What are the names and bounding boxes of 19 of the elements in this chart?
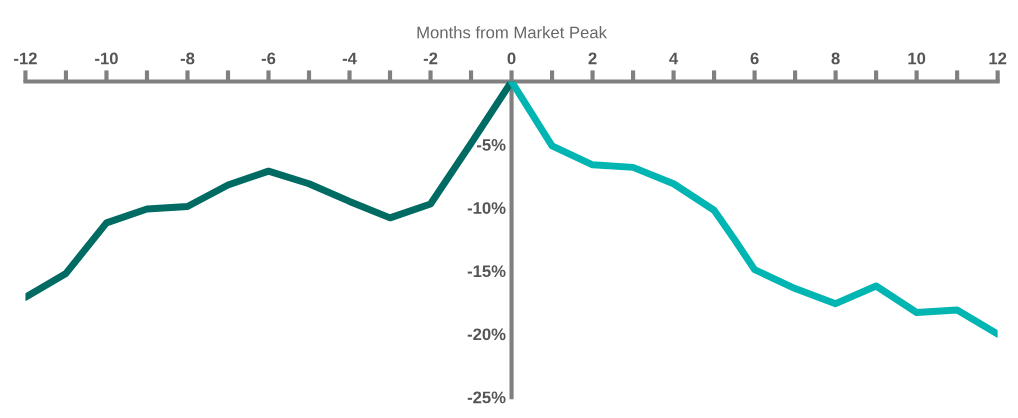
y-tick-label: -15% xyxy=(467,265,506,278)
x-tick-label: 12 xyxy=(989,52,1007,65)
x-tick-label: -2 xyxy=(423,52,438,65)
y-tick-label: -20% xyxy=(467,328,506,341)
x-tick-label: 10 xyxy=(908,52,926,65)
x-tick-label: -10 xyxy=(95,52,118,65)
x-tick-label: 6 xyxy=(750,52,759,65)
x-tick-label: 0 xyxy=(507,52,516,65)
x-tick-label: 8 xyxy=(831,52,840,65)
x-tick-label: -6 xyxy=(261,52,276,65)
x-axis-title: Months from Market Peak xyxy=(417,26,607,39)
y-tick-label: -5% xyxy=(477,139,506,151)
x-tick-label: -4 xyxy=(342,52,357,65)
y-tick-label: -25% xyxy=(467,391,506,404)
x-tick-label: 4 xyxy=(669,52,679,65)
y-tick-label: -10% xyxy=(467,202,506,214)
x-tick-label: 2 xyxy=(588,52,597,65)
x-tick-label: -8 xyxy=(180,52,195,65)
x-tick-label: -12 xyxy=(14,52,37,65)
